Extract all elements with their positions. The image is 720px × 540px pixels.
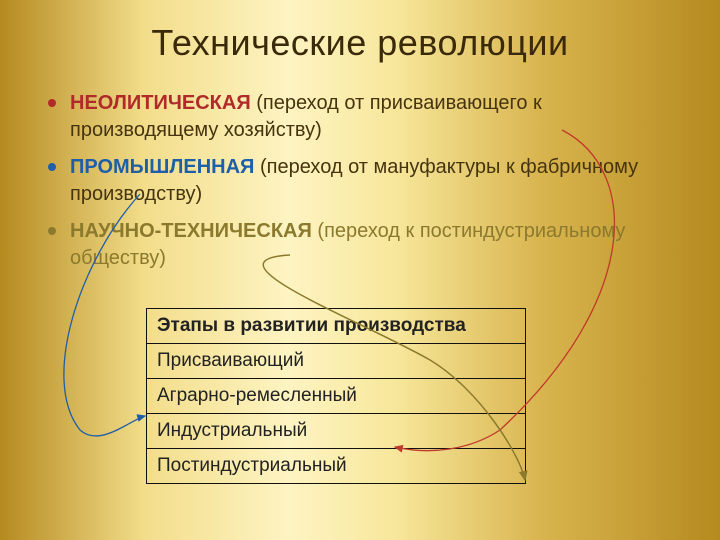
bullet-bold: НЕОЛИТИЧЕСКАЯ [70,92,251,114]
slide: Технические революции НЕОЛИТИЧЕСКАЯ (пер… [0,0,720,540]
bullet-text: НЕОЛИТИЧЕСКАЯ (переход от присваивающего… [70,90,668,144]
table-row: Постиндустриальный [147,449,526,484]
bullet-list: НЕОЛИТИЧЕСКАЯ (переход от присваивающего… [48,90,668,282]
bullet-item: ПРОМЫШЛЕННАЯ (переход от мануфактуры к ф… [48,154,668,208]
slide-title: Технические революции [0,22,720,64]
bullet-item: НАУЧНО-ТЕХНИЧЕСКАЯ (переход к постиндуст… [48,218,668,272]
bullet-dot [48,227,56,235]
bullet-dot [48,99,56,107]
stages-table: Этапы в развитии производства Присваиваю… [146,308,526,484]
bullet-bold: ПРОМЫШЛЕННАЯ [70,156,254,178]
bullet-bold: НАУЧНО-ТЕХНИЧЕСКАЯ [70,220,312,242]
table-row: Индустриальный [147,414,526,449]
bullet-text: НАУЧНО-ТЕХНИЧЕСКАЯ (переход к постиндуст… [70,218,668,272]
bullet-item: НЕОЛИТИЧЕСКАЯ (переход от присваивающего… [48,90,668,144]
table-header: Этапы в развитии производства [147,309,526,344]
bullet-text: ПРОМЫШЛЕННАЯ (переход от мануфактуры к ф… [70,154,668,208]
table-row: Присваивающий [147,344,526,379]
table-row: Аграрно-ремесленный [147,379,526,414]
bullet-dot [48,163,56,171]
